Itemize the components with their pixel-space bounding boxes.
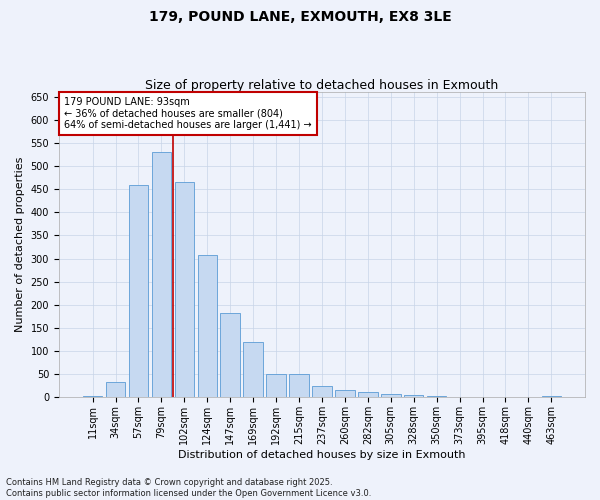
Bar [106, 382, 125, 398]
Bar [197, 255, 217, 398]
Bar [312, 386, 332, 398]
Bar [358, 392, 377, 398]
Bar [220, 313, 240, 398]
Bar [128, 186, 148, 398]
Bar [404, 395, 424, 398]
X-axis label: Distribution of detached houses by size in Exmouth: Distribution of detached houses by size … [178, 450, 466, 460]
Bar [266, 374, 286, 398]
Text: 179, POUND LANE, EXMOUTH, EX8 3LE: 179, POUND LANE, EXMOUTH, EX8 3LE [149, 10, 451, 24]
Bar [542, 396, 561, 398]
Text: Contains HM Land Registry data © Crown copyright and database right 2025.
Contai: Contains HM Land Registry data © Crown c… [6, 478, 371, 498]
Text: 179 POUND LANE: 93sqm
← 36% of detached houses are smaller (804)
64% of semi-det: 179 POUND LANE: 93sqm ← 36% of detached … [64, 96, 312, 130]
Bar [83, 396, 103, 398]
Bar [175, 182, 194, 398]
Y-axis label: Number of detached properties: Number of detached properties [15, 157, 25, 332]
Title: Size of property relative to detached houses in Exmouth: Size of property relative to detached ho… [145, 79, 499, 92]
Bar [335, 390, 355, 398]
Bar [152, 152, 171, 398]
Bar [289, 374, 309, 398]
Bar [381, 394, 401, 398]
Bar [427, 396, 446, 398]
Bar [244, 342, 263, 398]
